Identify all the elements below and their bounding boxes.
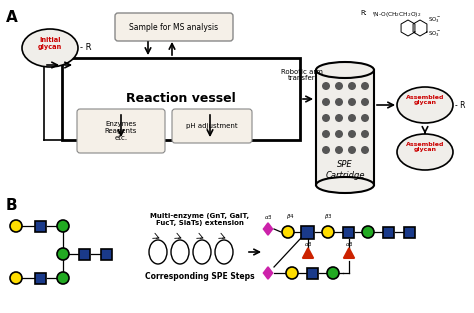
Text: SO$_3^-$: SO$_3^-$	[428, 29, 441, 39]
Text: B: B	[6, 198, 18, 213]
Text: Corresponding SPE Steps: Corresponding SPE Steps	[145, 272, 255, 281]
Circle shape	[57, 220, 69, 232]
Text: Enzymes
Reagents
etc.: Enzymes Reagents etc.	[105, 121, 137, 141]
Text: A: A	[6, 10, 18, 25]
Text: $\beta$4: $\beta$4	[286, 212, 294, 221]
Text: pH adjustment: pH adjustment	[186, 123, 238, 129]
Circle shape	[322, 98, 330, 106]
Text: $\alpha$3: $\alpha$3	[264, 213, 273, 221]
Circle shape	[322, 82, 330, 90]
Polygon shape	[264, 267, 273, 279]
Bar	[101, 249, 112, 259]
Bar	[383, 227, 394, 238]
Text: Sample for MS analysis: Sample for MS analysis	[129, 23, 219, 33]
Ellipse shape	[397, 87, 453, 123]
Circle shape	[335, 130, 343, 138]
Text: $\beta$3: $\beta$3	[324, 212, 332, 221]
Text: - R: - R	[455, 100, 465, 110]
Circle shape	[361, 146, 369, 154]
Text: Multi-enzyme (GnT, GalT,
FucT, SiaTs) extension: Multi-enzyme (GnT, GalT, FucT, SiaTs) ex…	[150, 213, 250, 226]
FancyBboxPatch shape	[77, 109, 165, 153]
Bar	[36, 273, 46, 284]
Circle shape	[322, 146, 330, 154]
Text: Assembled
glycan: Assembled glycan	[406, 141, 444, 152]
Text: SO$_3^-$: SO$_3^-$	[428, 15, 441, 25]
Circle shape	[335, 146, 343, 154]
Circle shape	[322, 130, 330, 138]
Text: Reaction vessel: Reaction vessel	[126, 93, 236, 105]
Text: Initial
glycan: Initial glycan	[38, 38, 62, 50]
Bar	[344, 227, 355, 238]
FancyBboxPatch shape	[115, 13, 233, 41]
Circle shape	[10, 220, 22, 232]
Circle shape	[361, 98, 369, 106]
Circle shape	[361, 130, 369, 138]
Circle shape	[10, 272, 22, 284]
Polygon shape	[264, 223, 273, 235]
Circle shape	[335, 114, 343, 122]
Circle shape	[282, 226, 294, 238]
Bar	[308, 268, 319, 279]
Ellipse shape	[316, 62, 374, 78]
FancyBboxPatch shape	[172, 109, 252, 143]
FancyBboxPatch shape	[62, 58, 300, 140]
Ellipse shape	[22, 29, 78, 67]
Text: $\backslash$N-O(CH$_2$CH$_2$O)$_2$: $\backslash$N-O(CH$_2$CH$_2$O)$_2$	[372, 10, 421, 19]
Circle shape	[335, 82, 343, 90]
Circle shape	[348, 114, 356, 122]
Text: $\alpha$3: $\alpha$3	[345, 240, 353, 248]
Circle shape	[57, 272, 69, 284]
Circle shape	[322, 226, 334, 238]
Circle shape	[348, 130, 356, 138]
Text: $\alpha$6: $\alpha$6	[264, 268, 273, 276]
Polygon shape	[344, 248, 355, 258]
Text: Robotic arm
transfer: Robotic arm transfer	[281, 69, 323, 81]
Circle shape	[361, 82, 369, 90]
Circle shape	[348, 146, 356, 154]
Circle shape	[327, 267, 339, 279]
Circle shape	[362, 226, 374, 238]
Circle shape	[348, 82, 356, 90]
Text: Assembled
glycan: Assembled glycan	[406, 95, 444, 105]
Circle shape	[322, 114, 330, 122]
Bar	[301, 225, 315, 239]
Ellipse shape	[316, 177, 374, 193]
Circle shape	[335, 98, 343, 106]
Bar	[404, 227, 416, 238]
Polygon shape	[302, 248, 313, 258]
Circle shape	[348, 98, 356, 106]
Text: - R: - R	[80, 44, 91, 53]
Text: $\alpha$3: $\alpha$3	[304, 240, 312, 248]
Ellipse shape	[397, 134, 453, 170]
Bar	[36, 220, 46, 232]
Text: R:: R:	[360, 10, 367, 16]
Text: SPE
Cartridge: SPE Cartridge	[325, 160, 365, 180]
Bar	[316, 70, 374, 185]
Circle shape	[361, 114, 369, 122]
Bar	[80, 249, 91, 259]
Circle shape	[57, 248, 69, 260]
Circle shape	[286, 267, 298, 279]
